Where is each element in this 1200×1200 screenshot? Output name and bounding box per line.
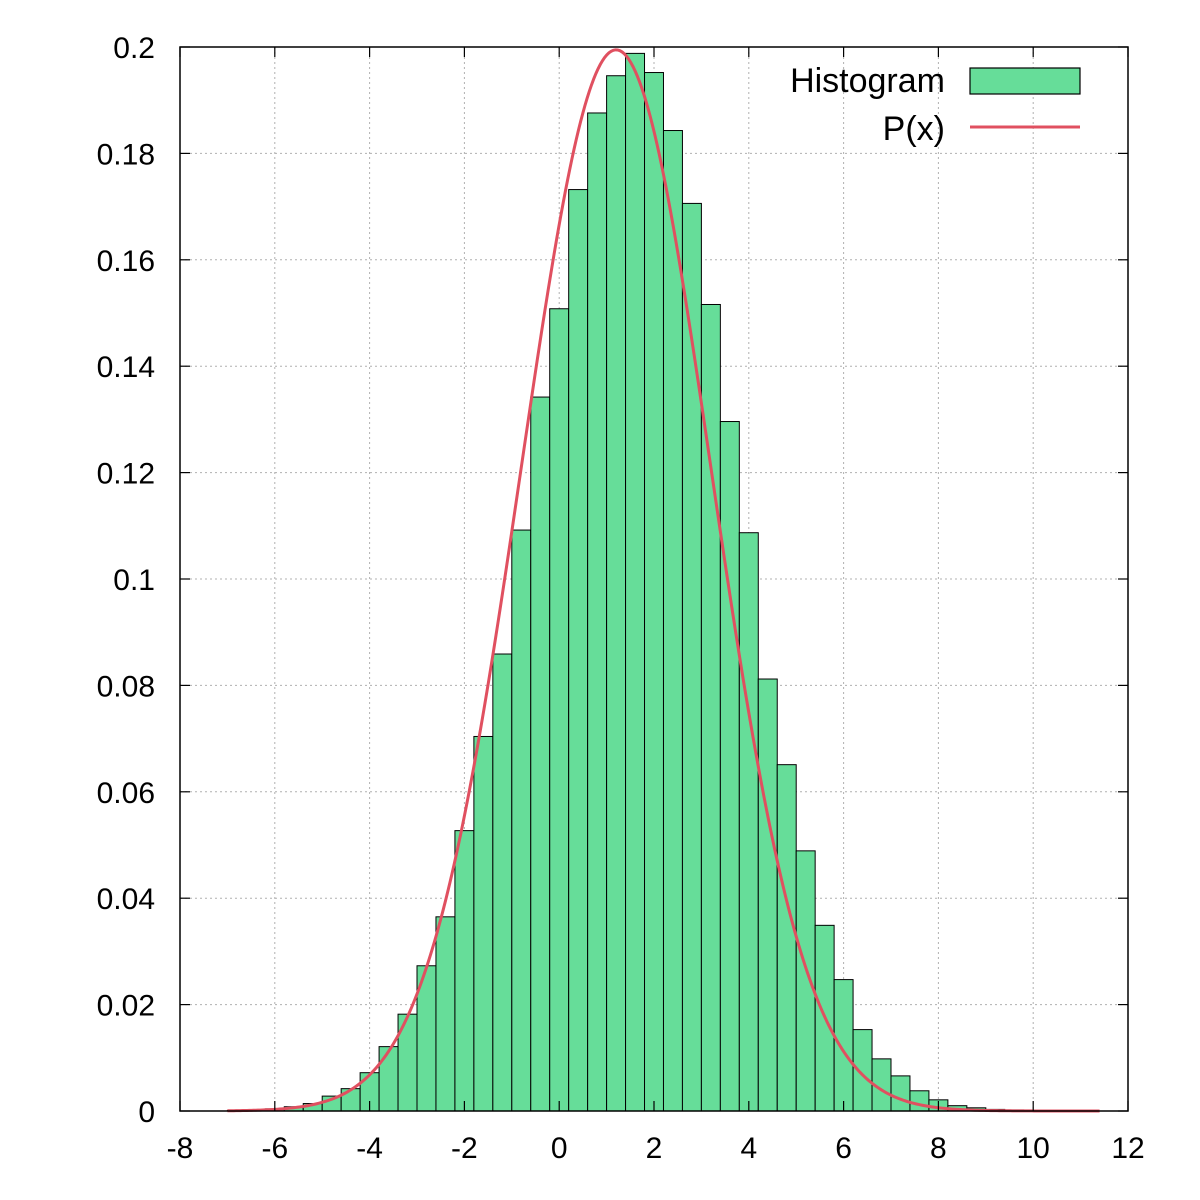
x-tick-label: 12 xyxy=(1111,1132,1144,1165)
histogram-bars xyxy=(226,52,1082,1112)
histogram-bar xyxy=(511,529,532,1112)
histogram-bar xyxy=(378,1046,399,1112)
x-tick-label: -8 xyxy=(167,1132,194,1165)
x-tick-label: -2 xyxy=(451,1132,478,1165)
x-tick-label: 6 xyxy=(835,1132,852,1165)
histogram-bar xyxy=(890,1075,911,1112)
x-tick-label: 4 xyxy=(740,1132,757,1165)
histogram-bar xyxy=(454,830,475,1112)
x-tick-label: -4 xyxy=(356,1132,383,1165)
y-tick-label: 0.06 xyxy=(97,777,155,810)
histogram-bar xyxy=(757,678,778,1112)
x-tick-label: 2 xyxy=(646,1132,663,1165)
histogram-bar xyxy=(587,112,608,1112)
histogram-bar xyxy=(568,189,589,1112)
histogram-bar xyxy=(662,130,683,1112)
x-tick-label: 8 xyxy=(930,1132,947,1165)
histogram-bar xyxy=(852,1029,873,1112)
histogram-bar xyxy=(606,75,627,1112)
histogram-bar xyxy=(738,532,759,1112)
histogram-bar xyxy=(530,396,551,1112)
histogram-bar xyxy=(776,764,797,1112)
y-tick-label: 0.04 xyxy=(97,883,155,916)
y-tick-label: 0.1 xyxy=(113,564,155,597)
density-curve xyxy=(227,48,1100,1113)
histogram-bar xyxy=(644,72,664,1112)
y-tick-label: 0.14 xyxy=(97,351,155,384)
histogram-bar xyxy=(833,979,854,1112)
histogram-bar xyxy=(435,916,456,1112)
histogram-bar xyxy=(625,52,646,1112)
y-tick-label: 0.16 xyxy=(97,245,155,278)
density-curve-layer xyxy=(227,48,1100,1113)
histogram-bar xyxy=(473,735,494,1112)
histogram-bar xyxy=(549,308,570,1112)
legend: Histogram P(x) xyxy=(790,62,1081,148)
x-tick-label: -6 xyxy=(261,1132,288,1165)
y-tick-label: 0.2 xyxy=(113,32,155,65)
y-tick-label: 0.02 xyxy=(97,990,155,1023)
x-tick-label: 10 xyxy=(1017,1132,1050,1165)
y-tick-label: 0.12 xyxy=(97,458,155,491)
legend-label-px: P(x) xyxy=(883,110,945,148)
histogram-bar xyxy=(795,850,816,1112)
histogram-bar xyxy=(492,653,513,1112)
x-tick-label: 0 xyxy=(551,1132,568,1165)
axis-ticks: -8 -6 -4 -2 0 2 4 6 8 10 12 0 0.02 0.04 0.06 0.08 0.1 0.1… xyxy=(97,32,1145,1165)
y-tick-label: 0 xyxy=(138,1096,155,1129)
histogram-bar xyxy=(719,421,740,1112)
y-tick-label: 0.08 xyxy=(97,670,155,703)
legend-swatch-histogram xyxy=(969,67,1081,95)
histogram-bar xyxy=(909,1090,930,1112)
legend-label-histogram: Histogram xyxy=(790,62,945,100)
y-tick-label: 0.18 xyxy=(97,138,155,171)
histogram-bar xyxy=(340,1088,361,1112)
